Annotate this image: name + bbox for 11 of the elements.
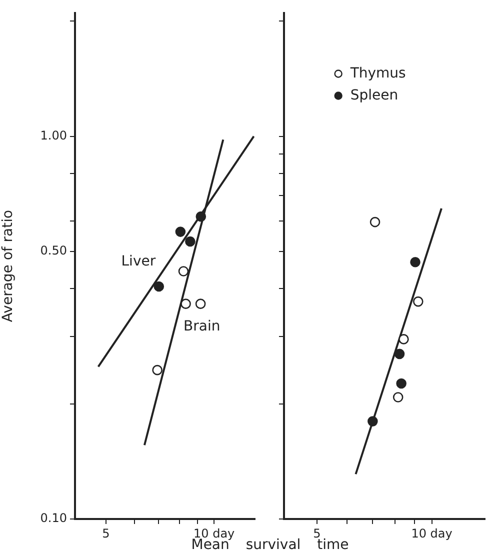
y-tick-label: 1.00 — [40, 128, 67, 142]
series-label: Liver — [121, 254, 156, 270]
x-tick-label: 5 — [102, 526, 110, 540]
series-label: Brain — [184, 318, 220, 334]
legend-label: Spleen — [350, 87, 398, 104]
x-tick-label: 5 — [313, 526, 321, 540]
x-tick-label: 10 day — [411, 526, 452, 540]
y-tick-label: 0.10 — [40, 511, 67, 526]
legend-label: Thymus — [349, 65, 406, 82]
y-tick-label: 0.50 — [40, 244, 67, 258]
y-axis-title: Average of ratio — [0, 210, 16, 322]
